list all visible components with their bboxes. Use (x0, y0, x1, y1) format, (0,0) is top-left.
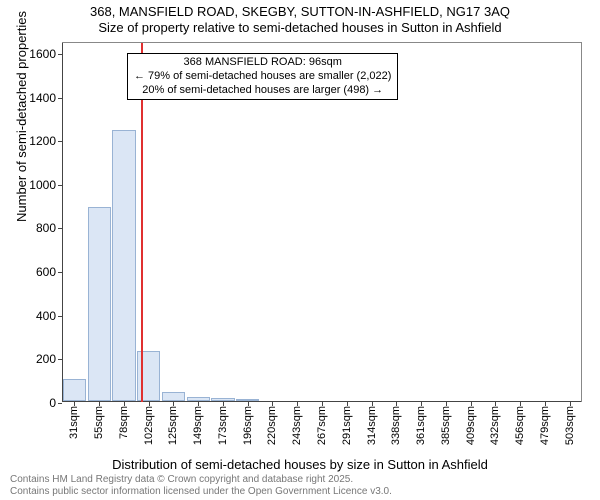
ytick-label: 1400 (29, 91, 56, 105)
xtick-label: 503sqm (564, 406, 576, 445)
xtick-label: 55sqm (93, 406, 105, 439)
xtick-label: 102sqm (143, 406, 155, 445)
xtick-label: 456sqm (514, 406, 526, 445)
x-axis-label: Distribution of semi-detached houses by … (0, 457, 600, 472)
chart-subtitle: Size of property relative to semi-detach… (0, 20, 600, 36)
xtick-label: 31sqm (68, 406, 80, 439)
ytick-mark (58, 98, 62, 99)
ytick-label: 0 (49, 396, 56, 410)
xtick-label: 479sqm (539, 406, 551, 445)
ytick-label: 200 (36, 352, 56, 366)
ytick-label: 600 (36, 265, 56, 279)
xtick-label: 173sqm (217, 406, 229, 445)
ytick-mark (58, 403, 62, 404)
xtick-label: 361sqm (415, 406, 427, 445)
chart-title: 368, MANSFIELD ROAD, SKEGBY, SUTTON-IN-A… (0, 4, 600, 20)
histogram-bar (63, 379, 86, 401)
ytick-label: 1000 (29, 178, 56, 192)
xtick-label: 125sqm (167, 406, 179, 445)
footer-attribution: Contains HM Land Registry data © Crown c… (10, 474, 392, 498)
ytick-mark (58, 141, 62, 142)
histogram-bar (88, 207, 111, 401)
ytick-mark (58, 359, 62, 360)
y-axis-line (62, 43, 63, 402)
annotation-line-1: 368 MANSFIELD ROAD: 96sqm (134, 56, 391, 70)
xtick-label: 78sqm (118, 406, 130, 439)
xtick-label: 149sqm (192, 406, 204, 445)
histogram-bar (162, 392, 185, 401)
xtick-label: 267sqm (316, 406, 328, 445)
plot-area: 0200400600800100012001400160031sqm55sqm7… (62, 42, 582, 402)
xtick-label: 409sqm (465, 406, 477, 445)
footer-line-1: Contains HM Land Registry data © Crown c… (10, 474, 392, 486)
annotation-line-2: ← 79% of semi-detached houses are smalle… (134, 70, 391, 84)
ytick-label: 1600 (29, 47, 56, 61)
histogram-bar (211, 398, 234, 401)
footer-line-2: Contains public sector information licen… (10, 486, 392, 498)
xtick-label: 196sqm (242, 406, 254, 445)
y-axis-label: Number of semi-detached properties (14, 11, 29, 222)
ytick-mark (58, 228, 62, 229)
xtick-label: 220sqm (266, 406, 278, 445)
xtick-label: 385sqm (440, 406, 452, 445)
histogram-bar (187, 397, 210, 401)
ytick-label: 800 (36, 221, 56, 235)
chart-title-block: 368, MANSFIELD ROAD, SKEGBY, SUTTON-IN-A… (0, 4, 600, 35)
ytick-mark (58, 316, 62, 317)
xtick-label: 243sqm (291, 406, 303, 445)
xtick-label: 291sqm (341, 406, 353, 445)
histogram-bar (236, 399, 259, 401)
xtick-label: 314sqm (366, 406, 378, 445)
ytick-label: 1200 (29, 134, 56, 148)
annotation-box: 368 MANSFIELD ROAD: 96sqm← 79% of semi-d… (127, 53, 398, 100)
ytick-label: 400 (36, 309, 56, 323)
annotation-line-3: 20% of semi-detached houses are larger (… (134, 84, 391, 98)
xtick-label: 432sqm (489, 406, 501, 445)
ytick-mark (58, 185, 62, 186)
histogram-bar (112, 130, 135, 401)
ytick-mark (58, 54, 62, 55)
xtick-label: 338sqm (390, 406, 402, 445)
ytick-mark (58, 272, 62, 273)
histogram-chart: 368, MANSFIELD ROAD, SKEGBY, SUTTON-IN-A… (0, 0, 600, 500)
